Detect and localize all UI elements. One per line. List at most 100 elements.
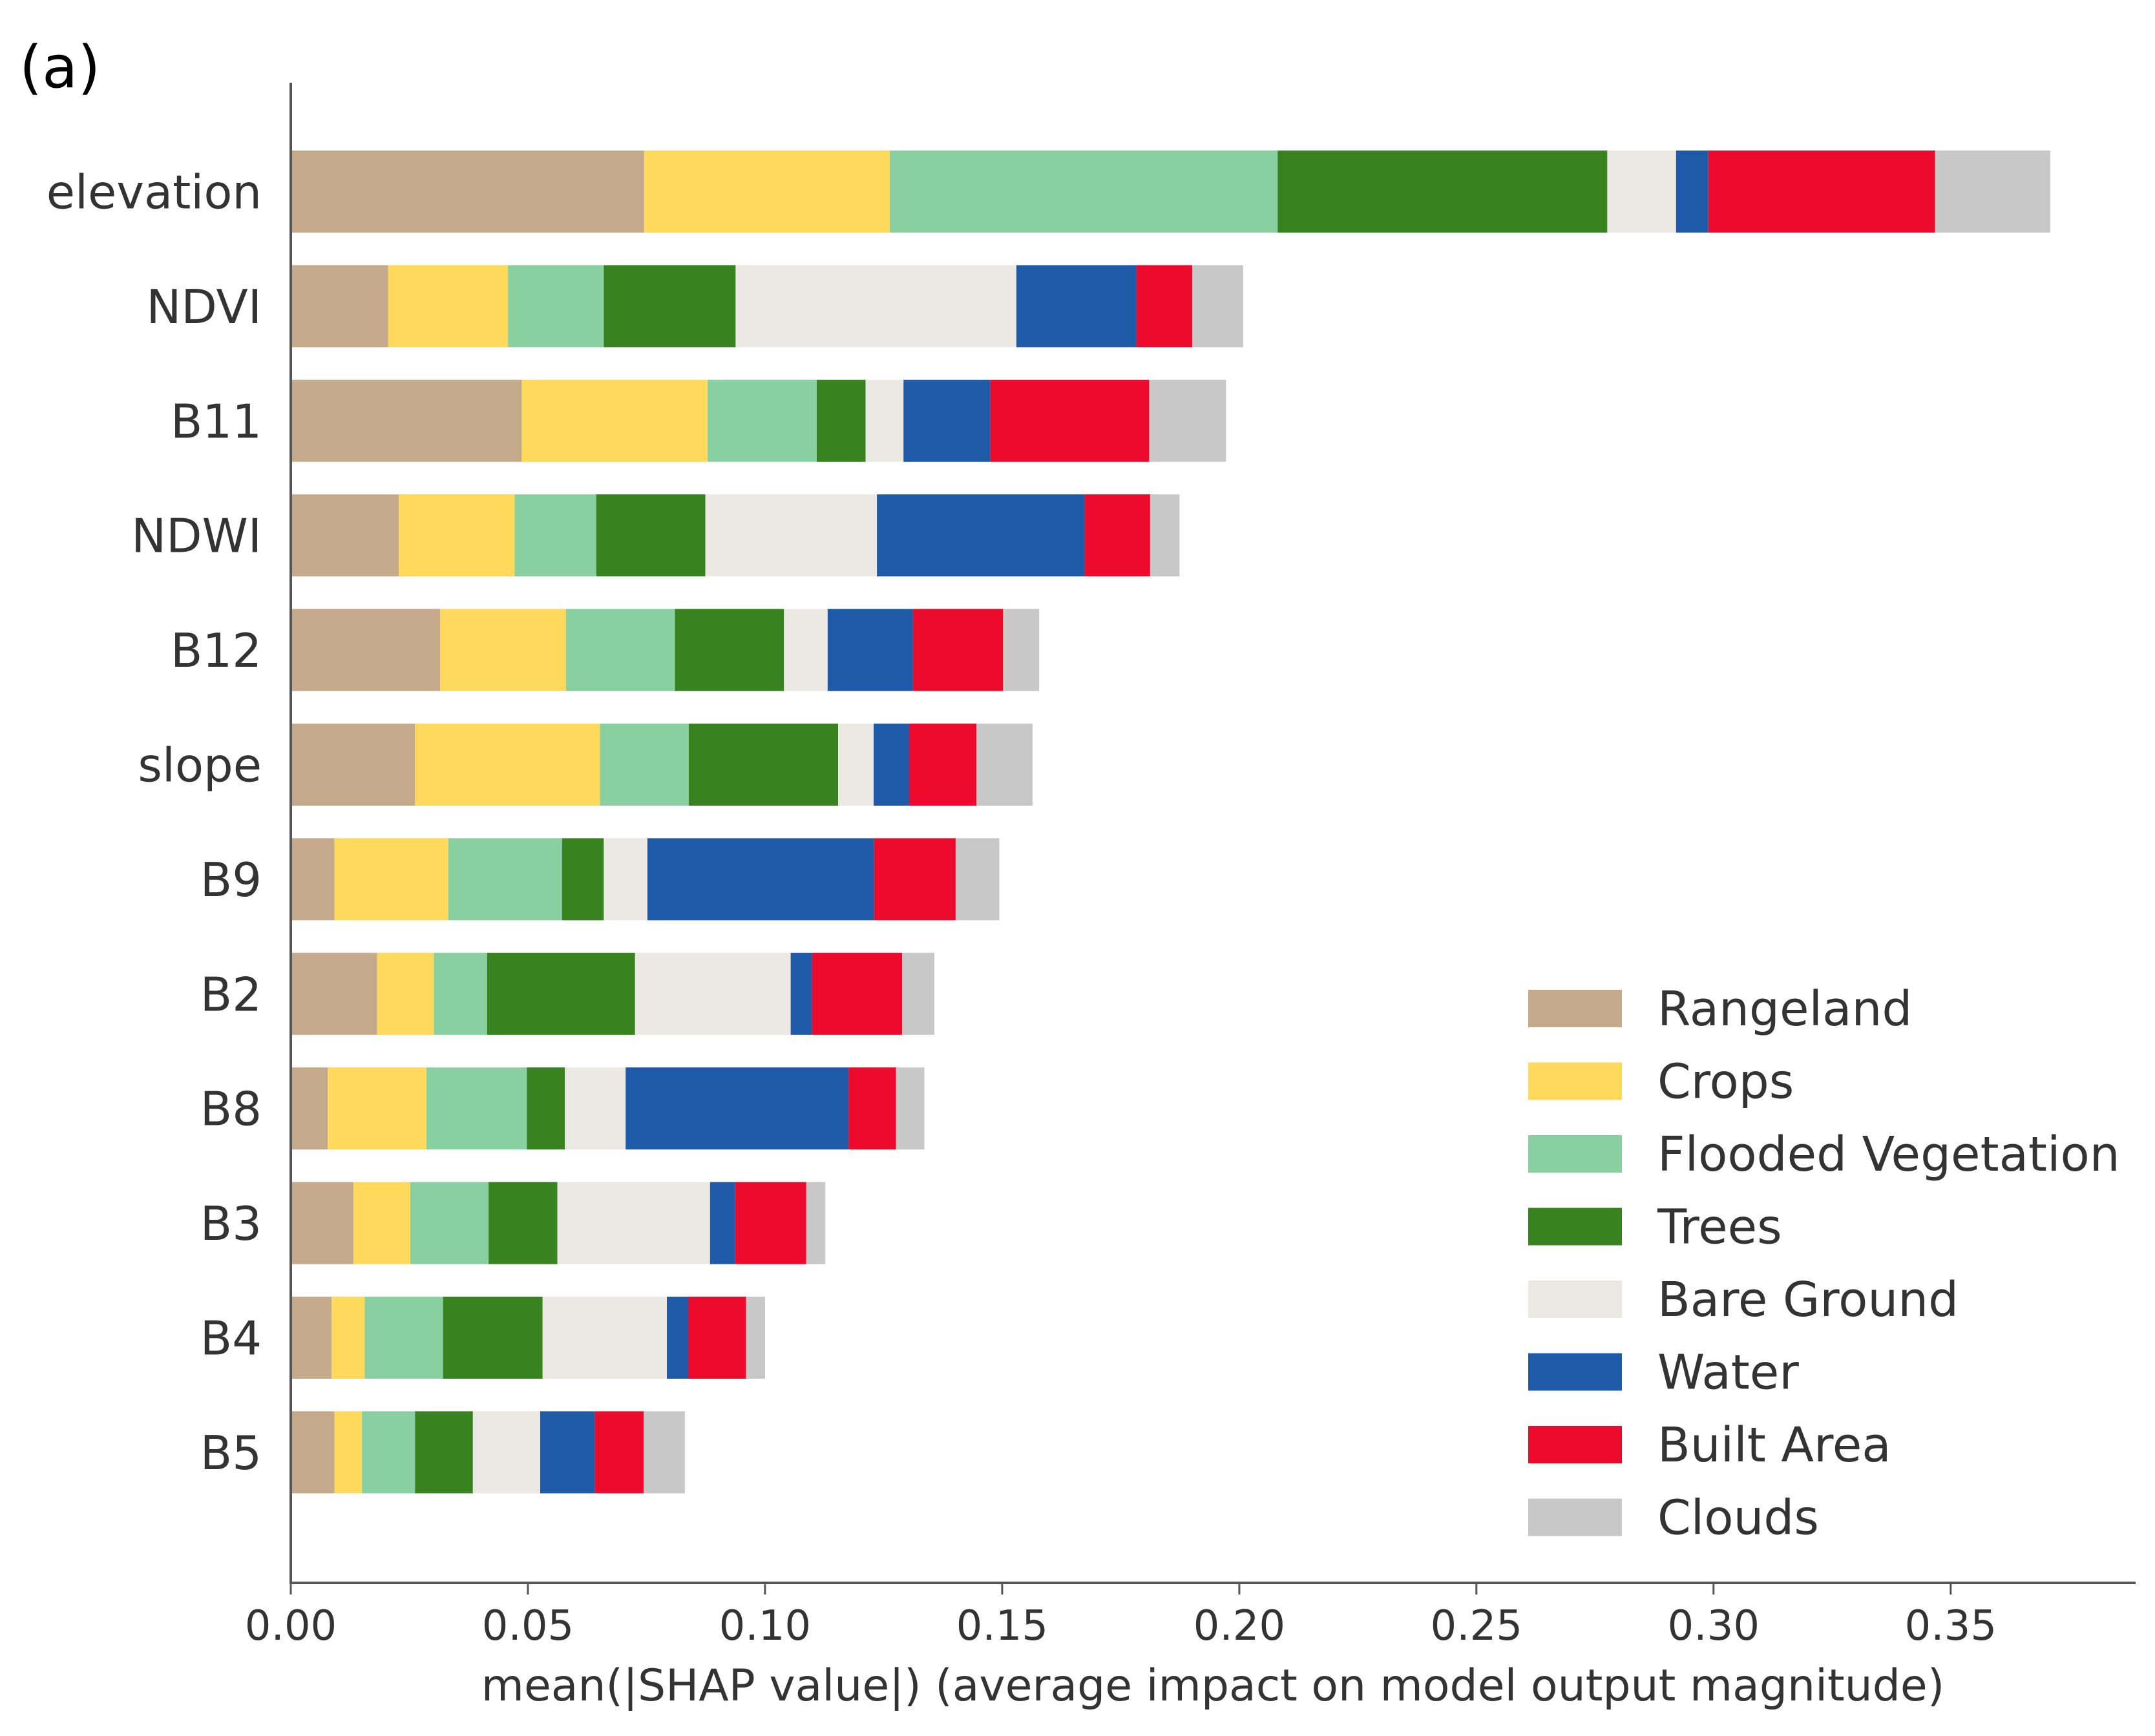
x-tick-label: 0.00: [245, 1602, 337, 1650]
bar-b2-water: [790, 952, 812, 1035]
bar-ndwi-flooded-vegetation: [514, 494, 596, 577]
bar-b12-built-area: [912, 609, 1004, 691]
bar-b2-built-area: [812, 952, 902, 1035]
bar-b11-rangeland: [291, 379, 522, 462]
bar-slope-built-area: [909, 724, 977, 806]
bar-b4-built-area: [688, 1297, 746, 1379]
bar-b8-rangeland: [291, 1067, 328, 1150]
bar-b12-water: [827, 609, 913, 691]
bar-b3-water: [710, 1182, 735, 1264]
x-tick-label: 0.25: [1431, 1602, 1523, 1650]
y-tick-label-b5: B5: [200, 1426, 262, 1480]
bar-elevation-rangeland: [291, 151, 644, 233]
bar-b9-rangeland: [291, 838, 335, 921]
bar-b2-flooded-vegetation: [434, 952, 487, 1035]
bar-b4-rangeland: [291, 1297, 332, 1379]
legend-swatch-bare-ground: [1528, 1281, 1622, 1318]
bar-b8-bare-ground: [565, 1067, 626, 1150]
bar-b9-crops: [334, 838, 448, 921]
bar-b11-crops: [521, 379, 708, 462]
bar-elevation-trees: [1277, 151, 1608, 233]
bar-b3-built-area: [735, 1182, 806, 1264]
bar-elevation-water: [1676, 151, 1708, 233]
bar-ndwi-trees: [596, 494, 706, 577]
bar-ndwi-crops: [399, 494, 515, 577]
bar-b5-flooded-vegetation: [362, 1411, 415, 1494]
bar-b11-flooded-vegetation: [708, 379, 817, 462]
panel-label: (a): [19, 34, 100, 101]
bar-b12-trees: [675, 609, 784, 691]
y-tick-label-slope: slope: [138, 738, 262, 793]
bar-b11-clouds: [1149, 379, 1226, 462]
x-tick-label: 0.30: [1668, 1602, 1760, 1650]
legend-label-built-area: Built Area: [1657, 1417, 1891, 1473]
legend-label-trees: Trees: [1657, 1200, 1782, 1255]
bar-b4-trees: [443, 1297, 543, 1379]
bar-b4-bare-ground: [542, 1297, 667, 1379]
bar-b3-crops: [353, 1182, 410, 1264]
bar-b4-water: [667, 1297, 688, 1379]
bar-b9-clouds: [956, 838, 1000, 921]
bar-elevation-clouds: [1935, 151, 2050, 233]
bar-b5-water: [540, 1411, 595, 1494]
bar-ndvi-bare-ground: [735, 265, 1016, 348]
bar-ndvi-trees: [604, 265, 736, 348]
y-tick-label-ndwi: NDWI: [131, 509, 262, 563]
legend-swatch-water: [1528, 1353, 1622, 1391]
bar-b3-flooded-vegetation: [410, 1182, 489, 1264]
bar-b9-water: [647, 838, 874, 921]
y-tick-label-b3: B3: [200, 1197, 262, 1251]
x-tick-label: 0.15: [956, 1602, 1049, 1650]
bar-b9-bare-ground: [604, 838, 647, 921]
bar-ndvi-flooded-vegetation: [508, 265, 604, 348]
bar-ndvi-built-area: [1136, 265, 1193, 348]
x-tick-label: 0.20: [1193, 1602, 1286, 1650]
bar-b5-bare-ground: [472, 1411, 540, 1494]
y-tick-label-b2: B2: [200, 967, 262, 1021]
bar-b11-trees: [816, 379, 866, 462]
bar-slope-crops: [415, 724, 600, 806]
bar-b8-built-area: [848, 1067, 896, 1150]
legend-swatch-rangeland: [1528, 990, 1622, 1027]
bar-b12-rangeland: [291, 609, 441, 691]
x-axis-label: mean(|SHAP value|) (average impact on mo…: [481, 1660, 1945, 1711]
bar-stack-group: [291, 151, 2050, 1494]
bar-slope-clouds: [976, 724, 1033, 806]
bar-b12-bare-ground: [784, 609, 828, 691]
y-tick-label-b8: B8: [200, 1082, 262, 1136]
bar-ndwi-rangeland: [291, 494, 399, 577]
y-tick-label-elevation: elevation: [47, 165, 262, 220]
y-tick-label-ndvi: NDVI: [146, 280, 262, 334]
legend-label-flooded-vegetation: Flooded Vegetation: [1657, 1127, 2120, 1182]
bar-b5-crops: [334, 1411, 363, 1494]
bar-b9-built-area: [874, 838, 956, 921]
bar-b12-flooded-vegetation: [565, 609, 675, 691]
bar-slope-trees: [688, 724, 838, 806]
y-tick-label-b11: B11: [171, 394, 262, 448]
bar-ndwi-bare-ground: [705, 494, 878, 577]
bar-b5-built-area: [594, 1411, 644, 1494]
bar-b9-flooded-vegetation: [448, 838, 562, 921]
bar-slope-rangeland: [291, 724, 415, 806]
bar-b12-crops: [440, 609, 566, 691]
legend-label-bare-ground: Bare Ground: [1657, 1272, 1959, 1328]
legend-label-water: Water: [1657, 1345, 1799, 1401]
bar-ndwi-water: [877, 494, 1085, 577]
legend-swatch-clouds: [1528, 1498, 1622, 1536]
y-tick-labels: elevation NDVI B11 NDWI B12 slope B9 B2 B8 B3 B4 B5: [47, 165, 262, 1480]
bar-b4-flooded-vegetation: [364, 1297, 443, 1379]
bar-b2-crops: [377, 952, 434, 1035]
bar-ndvi-clouds: [1192, 265, 1243, 348]
x-tick-label: 0.05: [482, 1602, 574, 1650]
bar-slope-bare-ground: [838, 724, 874, 806]
bar-b8-water: [625, 1067, 849, 1150]
bar-b5-clouds: [644, 1411, 685, 1494]
bar-elevation-bare-ground: [1607, 151, 1676, 233]
legend-swatch-built-area: [1528, 1426, 1622, 1463]
bar-ndvi-water: [1016, 265, 1137, 348]
bar-b4-clouds: [746, 1297, 765, 1379]
bar-b2-bare-ground: [635, 952, 791, 1035]
bar-b11-built-area: [990, 379, 1150, 462]
x-tick-group: 0.00 0.05 0.10 0.15 0.20 0.25 0.30 0.35: [245, 1583, 1997, 1650]
